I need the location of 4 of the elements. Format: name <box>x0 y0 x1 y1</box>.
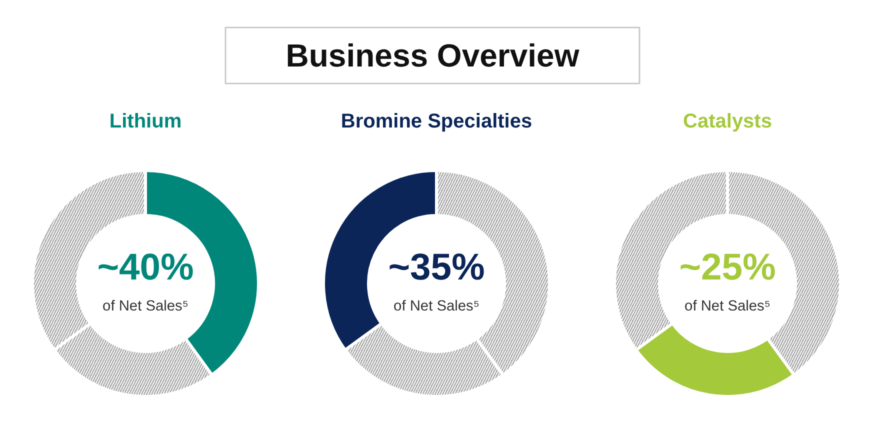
text: Business Overview <box>286 38 580 74</box>
chart-title: Catalysts <box>683 110 772 132</box>
chart-title: Bromine Specialties <box>340 110 532 132</box>
chart-title: Lithium <box>109 110 182 132</box>
